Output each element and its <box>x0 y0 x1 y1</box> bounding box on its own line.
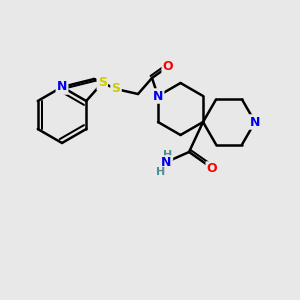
Text: H: H <box>156 167 166 177</box>
Text: N: N <box>250 116 260 128</box>
Text: N: N <box>161 157 171 169</box>
Text: S: S <box>98 76 107 89</box>
Text: N: N <box>57 80 67 94</box>
Text: N: N <box>153 89 163 103</box>
Text: O: O <box>163 59 173 73</box>
Text: S: S <box>112 82 121 95</box>
Text: O: O <box>207 163 217 176</box>
Text: H: H <box>164 150 173 160</box>
